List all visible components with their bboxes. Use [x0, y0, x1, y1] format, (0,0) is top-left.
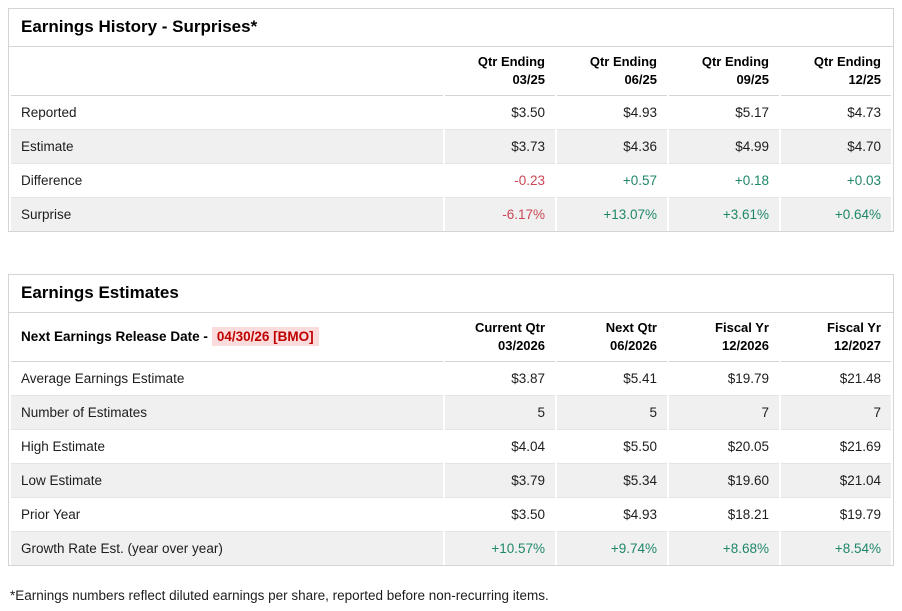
cell-difference-q4: +0.03 [781, 163, 891, 197]
cell-estimate-q2: $4.36 [557, 129, 667, 164]
cell-num-c4: 7 [781, 395, 891, 430]
earnings-history-table: Qtr Ending 03/25 Qtr Ending 06/25 Qtr En… [9, 47, 893, 232]
cell-prior-c2: $4.93 [557, 497, 667, 531]
cell-num-c2: 5 [557, 395, 667, 430]
table-row-high-estimate: High Estimate $4.04 $5.50 $20.05 $21.69 [11, 429, 891, 463]
history-header-spacer [11, 47, 443, 97]
table-row-average-estimate: Average Earnings Estimate $3.87 $5.41 $1… [11, 362, 891, 395]
earnings-footnote: *Earnings numbers reflect diluted earnin… [10, 588, 549, 604]
cell-growth-c3: +8.68% [669, 531, 779, 566]
history-col-header-q1: Qtr Ending 03/25 [445, 47, 555, 97]
estimates-col-header-current-qtr: Current Qtr 03/2026 [445, 313, 555, 363]
cell-high-c1: $4.04 [445, 429, 555, 463]
earnings-history-panel: Earnings History - Surprises* Qtr Ending… [8, 8, 894, 233]
table-row-surprise: Surprise -6.17% +13.07% +3.61% +0.64% [11, 197, 891, 232]
row-label: Surprise [11, 197, 443, 232]
cell-low-c1: $3.79 [445, 463, 555, 498]
release-date-value: 04/30/26 [BMO] [211, 326, 319, 346]
estimates-col-header-next-qtr: Next Qtr 06/2026 [557, 313, 667, 363]
cell-prior-c4: $19.79 [781, 497, 891, 531]
row-label: Average Earnings Estimate [21, 371, 185, 387]
estimates-col-header-fiscal-yr-2: Fiscal Yr 12/2027 [781, 313, 891, 363]
cell-growth-c4: +8.54% [781, 531, 891, 566]
cell-difference-q2: +0.57 [557, 163, 667, 197]
cell-avg-c2: $5.41 [623, 371, 657, 387]
cell-reported-q4: $4.73 [847, 105, 881, 121]
history-col-header-q4: Qtr Ending 12/25 [781, 47, 891, 97]
row-label: Prior Year [11, 497, 443, 531]
cell-estimate-q4: $4.70 [781, 129, 891, 164]
cell-growth-c1: +10.57% [445, 531, 555, 566]
table-row-low-estimate: Low Estimate $3.79 $5.34 $19.60 $21.04 [11, 463, 891, 498]
cell-estimate-q3: $4.99 [669, 129, 779, 164]
cell-low-c3: $19.60 [669, 463, 779, 498]
cell-prior-c3: $18.21 [669, 497, 779, 531]
cell-difference-q1: -0.23 [445, 163, 555, 197]
cell-high-c2: $5.50 [557, 429, 667, 463]
cell-surprise-q4: +0.64% [781, 197, 891, 232]
cell-growth-c2: +9.74% [557, 531, 667, 566]
row-label: Growth Rate Est. (year over year) [11, 531, 443, 566]
history-header-row: Qtr Ending 03/25 Qtr Ending 06/25 Qtr En… [11, 47, 891, 97]
cell-low-c2: $5.34 [557, 463, 667, 498]
row-label: Number of Estimates [11, 395, 443, 430]
row-label: Difference [11, 163, 443, 197]
cell-avg-c1: $3.87 [511, 371, 545, 387]
cell-high-c3: $20.05 [669, 429, 779, 463]
row-label: Reported [21, 105, 77, 121]
estimates-header-row: Next Earnings Release Date -04/30/26 [BM… [11, 313, 891, 363]
cell-avg-c3: $19.79 [727, 371, 769, 387]
table-row-growth-rate: Growth Rate Est. (year over year) +10.57… [11, 531, 891, 566]
release-date-label: Next Earnings Release Date - [21, 328, 208, 344]
table-row-estimate: Estimate $3.73 $4.36 $4.99 $4.70 [11, 129, 891, 164]
table-row-reported: Reported $3.50 $4.93 $5.17 $4.73 [11, 96, 891, 129]
earnings-estimates-panel: Earnings Estimates Next Earnings Release… [8, 274, 894, 567]
table-row-difference: Difference -0.23 +0.57 +0.18 +0.03 [11, 163, 891, 197]
cell-difference-q3: +0.18 [669, 163, 779, 197]
row-label: Low Estimate [11, 463, 443, 498]
table-row-prior-year: Prior Year $3.50 $4.93 $18.21 $19.79 [11, 497, 891, 531]
earnings-estimates-table: Next Earnings Release Date -04/30/26 [BM… [9, 313, 893, 566]
history-col-header-q3: Qtr Ending 09/25 [669, 47, 779, 97]
row-label: High Estimate [11, 429, 443, 463]
cell-surprise-q1: -6.17% [445, 197, 555, 232]
earnings-history-title: Earnings History - Surprises* [9, 9, 893, 47]
cell-reported-q3: $5.17 [735, 105, 769, 121]
cell-avg-c4: $21.48 [839, 371, 881, 387]
estimates-col-header-fiscal-yr-1: Fiscal Yr 12/2026 [669, 313, 779, 363]
cell-num-c1: 5 [445, 395, 555, 430]
history-col-header-q2: Qtr Ending 06/25 [557, 47, 667, 97]
earnings-estimates-title: Earnings Estimates [9, 275, 893, 314]
next-earnings-release-cell: Next Earnings Release Date -04/30/26 [BM… [11, 313, 443, 363]
table-row-number-of-estimates: Number of Estimates 5 5 7 7 [11, 395, 891, 430]
cell-estimate-q1: $3.73 [445, 129, 555, 164]
cell-reported-q2: $4.93 [623, 105, 657, 121]
cell-surprise-q2: +13.07% [557, 197, 667, 232]
cell-high-c4: $21.69 [781, 429, 891, 463]
cell-prior-c1: $3.50 [445, 497, 555, 531]
row-label: Estimate [11, 129, 443, 164]
cell-num-c3: 7 [669, 395, 779, 430]
cell-reported-q1: $3.50 [511, 105, 545, 121]
cell-low-c4: $21.04 [781, 463, 891, 498]
cell-surprise-q3: +3.61% [669, 197, 779, 232]
